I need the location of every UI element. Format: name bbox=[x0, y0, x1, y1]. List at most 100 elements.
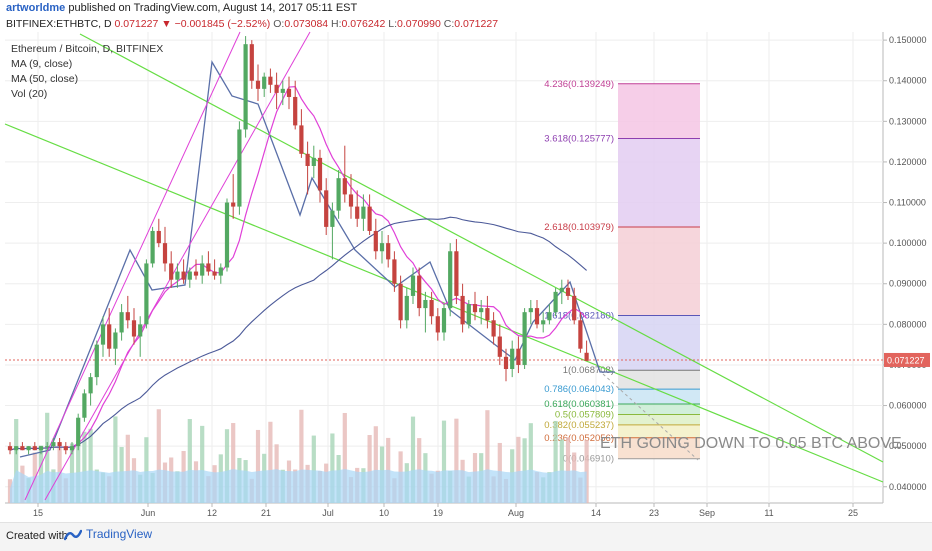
candle-body bbox=[330, 210, 335, 227]
candle-body bbox=[255, 80, 261, 89]
fib-level-label: 2.618(0.103979) bbox=[544, 222, 614, 233]
candle-body bbox=[231, 202, 236, 207]
legend-vol[interactable]: Vol (20) bbox=[11, 88, 48, 100]
y-tick-label: 0.120000 bbox=[889, 157, 927, 167]
price-chart[interactable]: 0.150000 0.140000 0.130000 0.120000 0.110000… bbox=[0, 0, 932, 522]
candle-body bbox=[386, 243, 391, 260]
candle-body bbox=[491, 320, 496, 337]
channel-line-a bbox=[24, 31, 241, 501]
candle-body bbox=[479, 308, 484, 313]
x-tick-label: 23 bbox=[649, 508, 659, 518]
volume-bar bbox=[88, 428, 93, 503]
candle-body bbox=[26, 446, 31, 451]
ohlc-line: BITFINEX:ETHBTC, D 0.071227 ▼ −0.001845 … bbox=[6, 18, 498, 30]
fib-band bbox=[618, 83, 700, 139]
candle-body bbox=[20, 446, 25, 451]
candle-body bbox=[559, 287, 564, 292]
volume-bar bbox=[441, 420, 447, 503]
candle-body bbox=[547, 312, 552, 321]
volume-bar bbox=[528, 423, 533, 503]
y-tick-label: 0.100000 bbox=[889, 238, 927, 248]
ma50-line bbox=[9, 216, 587, 451]
candle-body bbox=[82, 393, 87, 418]
candle-body bbox=[336, 178, 341, 211]
candle-body bbox=[286, 88, 292, 97]
candle-body bbox=[57, 442, 62, 447]
candle-body bbox=[193, 271, 199, 276]
candle-body bbox=[113, 332, 118, 349]
x-tick-label: Sep bbox=[699, 508, 715, 518]
symbol-label: BITFINEX:ETHBTC, D bbox=[6, 18, 112, 30]
legend-ma50[interactable]: MA (50, close) bbox=[11, 73, 79, 85]
candle-body bbox=[293, 96, 298, 126]
candle-body bbox=[237, 129, 242, 207]
candle-body bbox=[528, 308, 533, 313]
candle-body bbox=[410, 275, 416, 296]
legend-ma9[interactable]: MA (9, close) bbox=[11, 58, 73, 70]
volume-bar bbox=[299, 409, 304, 503]
candle-body bbox=[299, 125, 304, 154]
candle-body bbox=[51, 442, 56, 447]
volume-ma-area bbox=[10, 468, 587, 503]
candle-body bbox=[38, 446, 44, 451]
volume-bar bbox=[410, 416, 416, 503]
fib-band bbox=[618, 226, 700, 316]
low-label: L: bbox=[388, 18, 398, 30]
volume-bar bbox=[373, 426, 378, 503]
volume-bar bbox=[224, 429, 230, 503]
candle-body bbox=[578, 320, 583, 349]
candle-body bbox=[200, 263, 205, 276]
candle-body bbox=[305, 153, 310, 166]
candle-body bbox=[280, 88, 285, 93]
high-value: 0.076242 bbox=[341, 18, 386, 30]
candle-body bbox=[404, 295, 409, 321]
candle-body bbox=[76, 417, 81, 447]
author-link[interactable]: artworldme bbox=[6, 2, 66, 14]
candle-body bbox=[218, 267, 223, 276]
last-price: 0.071227 bbox=[114, 18, 159, 30]
candle-body bbox=[32, 446, 37, 451]
current-price-tag-label: 0.071227 bbox=[887, 355, 925, 365]
volume-bar bbox=[268, 421, 273, 503]
volume-bar bbox=[76, 441, 81, 503]
candle-body bbox=[497, 336, 502, 357]
trend-line-lower bbox=[4, 123, 884, 483]
candle-body bbox=[212, 271, 217, 276]
current-price-tag bbox=[884, 352, 930, 367]
candle-body bbox=[373, 230, 378, 252]
pattern-line bbox=[19, 60, 615, 458]
volume-bar bbox=[342, 412, 347, 503]
candle-body bbox=[69, 446, 75, 451]
volume-bar bbox=[553, 420, 558, 503]
volume-bar bbox=[14, 419, 19, 503]
candle-body bbox=[522, 312, 527, 365]
volume-bar bbox=[255, 429, 261, 503]
tradingview-link[interactable]: TradingView bbox=[63, 527, 153, 541]
candle-body bbox=[435, 316, 440, 333]
volume-bar bbox=[144, 437, 149, 503]
open-value: 0.073084 bbox=[284, 18, 329, 30]
fib-level-label: 1.618(0.082180) bbox=[544, 310, 614, 321]
candle-body bbox=[243, 44, 248, 130]
candle-body bbox=[324, 190, 329, 227]
tradingview-label: TradingView bbox=[86, 527, 153, 541]
close-value: 0.071227 bbox=[454, 18, 499, 30]
indicator-legend: Ethereum / Bitcoin, D, BITFINEX MA (9, c… bbox=[11, 42, 163, 102]
volume-bar bbox=[38, 445, 44, 503]
fib-level-label: 0.236(0.052056) bbox=[544, 433, 614, 444]
x-tick-label: 11 bbox=[764, 508, 773, 518]
candle-body bbox=[150, 230, 155, 264]
low-value: 0.070990 bbox=[397, 18, 441, 30]
candle-body bbox=[107, 324, 112, 349]
down-arrow-icon: ▼ bbox=[161, 18, 172, 30]
candle-body bbox=[348, 194, 354, 207]
volume-bar bbox=[330, 433, 335, 503]
candle-body bbox=[584, 352, 589, 361]
candle-body bbox=[63, 446, 68, 451]
candle-body bbox=[94, 344, 99, 378]
candle-body bbox=[138, 324, 143, 337]
candle-body bbox=[503, 356, 509, 370]
volume-bar bbox=[584, 439, 589, 503]
candle-body bbox=[169, 263, 174, 280]
